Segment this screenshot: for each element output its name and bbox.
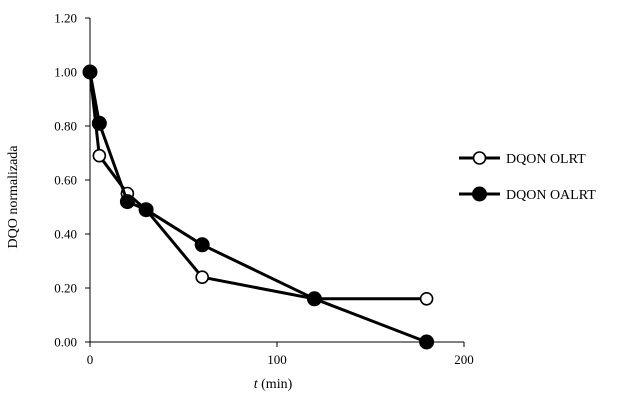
series-1 bbox=[83, 65, 434, 306]
legend-label: DQON OALRT bbox=[506, 188, 596, 203]
y-tick-label: 0.40 bbox=[54, 227, 77, 242]
data-point bbox=[138, 202, 154, 218]
data-point bbox=[91, 115, 107, 131]
x-axis-title-variable: t bbox=[254, 377, 259, 392]
y-tick-label: 0.20 bbox=[54, 281, 77, 296]
legend: DQON OLRT DQON OALRT bbox=[459, 151, 596, 203]
data-point bbox=[119, 194, 135, 210]
x-tick-label: 0 bbox=[87, 352, 94, 367]
x-axis-title-unit: (min) bbox=[258, 377, 293, 392]
y-tick-label: 0.60 bbox=[54, 173, 77, 188]
x-axis-title: t (min) bbox=[254, 377, 293, 392]
data-point bbox=[419, 291, 434, 306]
data-point bbox=[82, 64, 98, 80]
legend-marker bbox=[472, 151, 487, 165]
y-tick-label: 1.20 bbox=[54, 11, 77, 26]
y-tick-label: 1.00 bbox=[54, 65, 77, 80]
x-tick-label: 200 bbox=[454, 352, 474, 367]
data-point bbox=[194, 237, 210, 253]
series-line bbox=[88, 71, 427, 301]
data-point bbox=[195, 270, 209, 285]
y-tick-label: 0.80 bbox=[54, 119, 77, 134]
data-point bbox=[92, 148, 107, 163]
series-2 bbox=[82, 64, 435, 350]
x-tick-label: 100 bbox=[267, 352, 287, 367]
series-layer bbox=[82, 64, 435, 350]
data-point bbox=[419, 334, 435, 350]
axes: 0.00 0.20 0.40 0.60 0.80 1.00 1.20 0 100 200 bbox=[54, 11, 474, 368]
legend-marker bbox=[472, 186, 487, 202]
y-tick-label: 0.00 bbox=[54, 335, 77, 350]
y-axis-title: DQO normalizada bbox=[6, 145, 21, 249]
data-point bbox=[306, 291, 322, 307]
legend-label: DQON OLRT bbox=[506, 152, 586, 167]
